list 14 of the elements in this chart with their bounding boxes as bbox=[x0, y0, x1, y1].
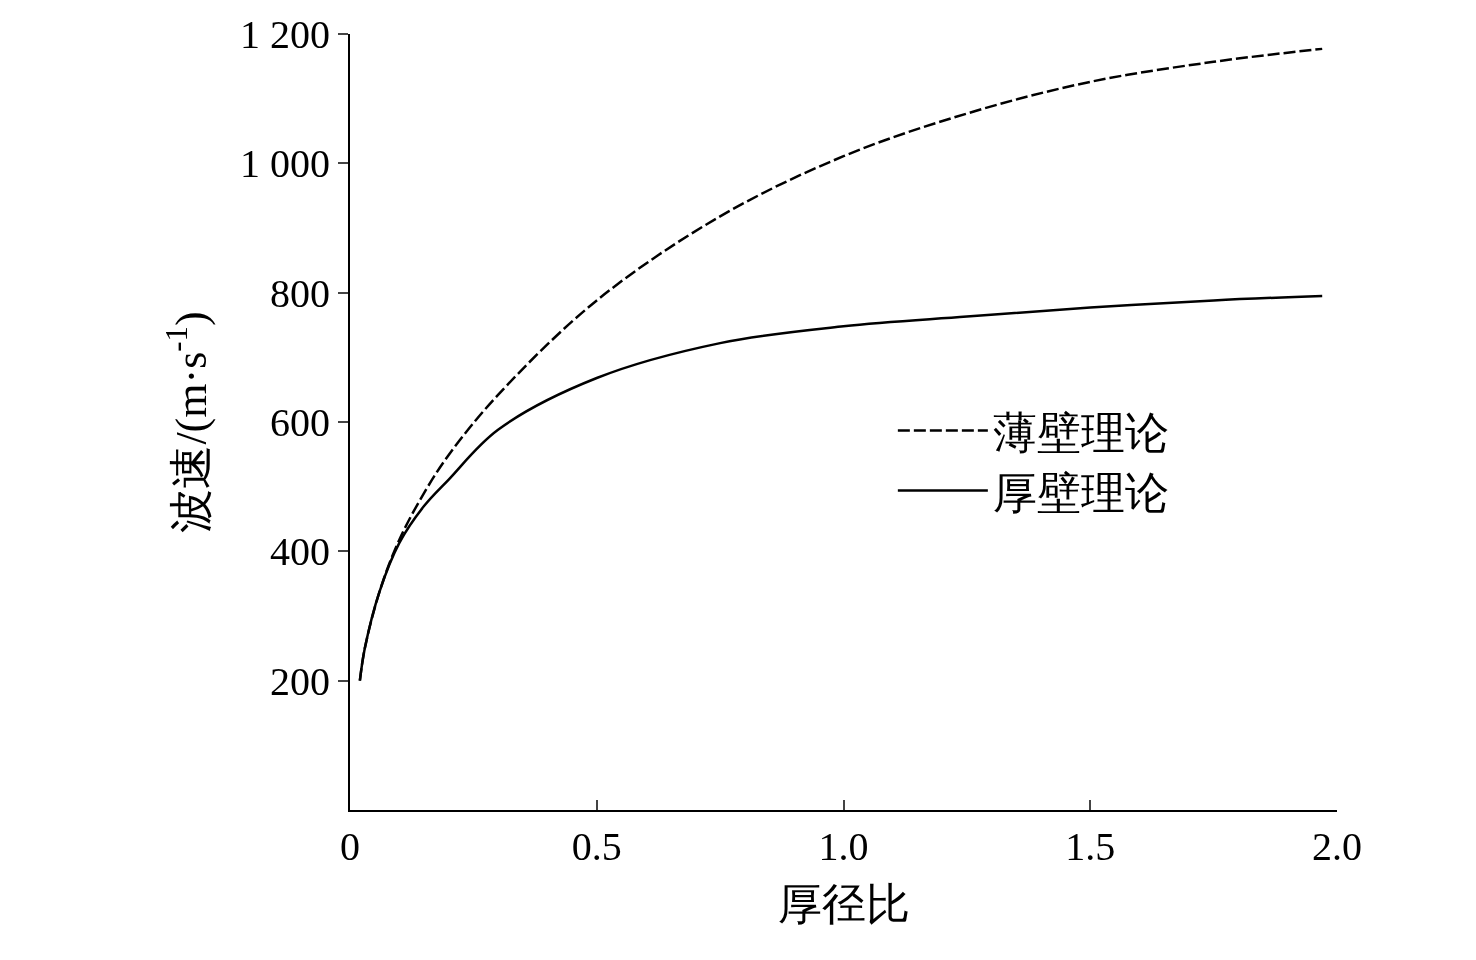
x-axis-title: 厚径比 bbox=[777, 879, 910, 929]
y-tick-label: 1 200 bbox=[240, 12, 330, 57]
x-tick-label: 0.5 bbox=[571, 824, 622, 869]
y-tick-label: 1 000 bbox=[240, 141, 330, 187]
y-tick-label: 800 bbox=[270, 270, 330, 316]
x-tick-label: 2.0 bbox=[1312, 824, 1362, 869]
legend-label: 厚壁理论 bbox=[992, 468, 1169, 518]
legend-label: 薄壁理论 bbox=[992, 408, 1169, 458]
x-tick-label: 1.0 bbox=[818, 824, 869, 869]
y-tick-label: 200 bbox=[270, 658, 330, 704]
x-tick-label: 0 bbox=[340, 824, 360, 869]
y-tick-label: 600 bbox=[270, 400, 330, 445]
y-tick-label: 400 bbox=[270, 529, 330, 575]
x-tick-label: 1.5 bbox=[1065, 824, 1116, 869]
